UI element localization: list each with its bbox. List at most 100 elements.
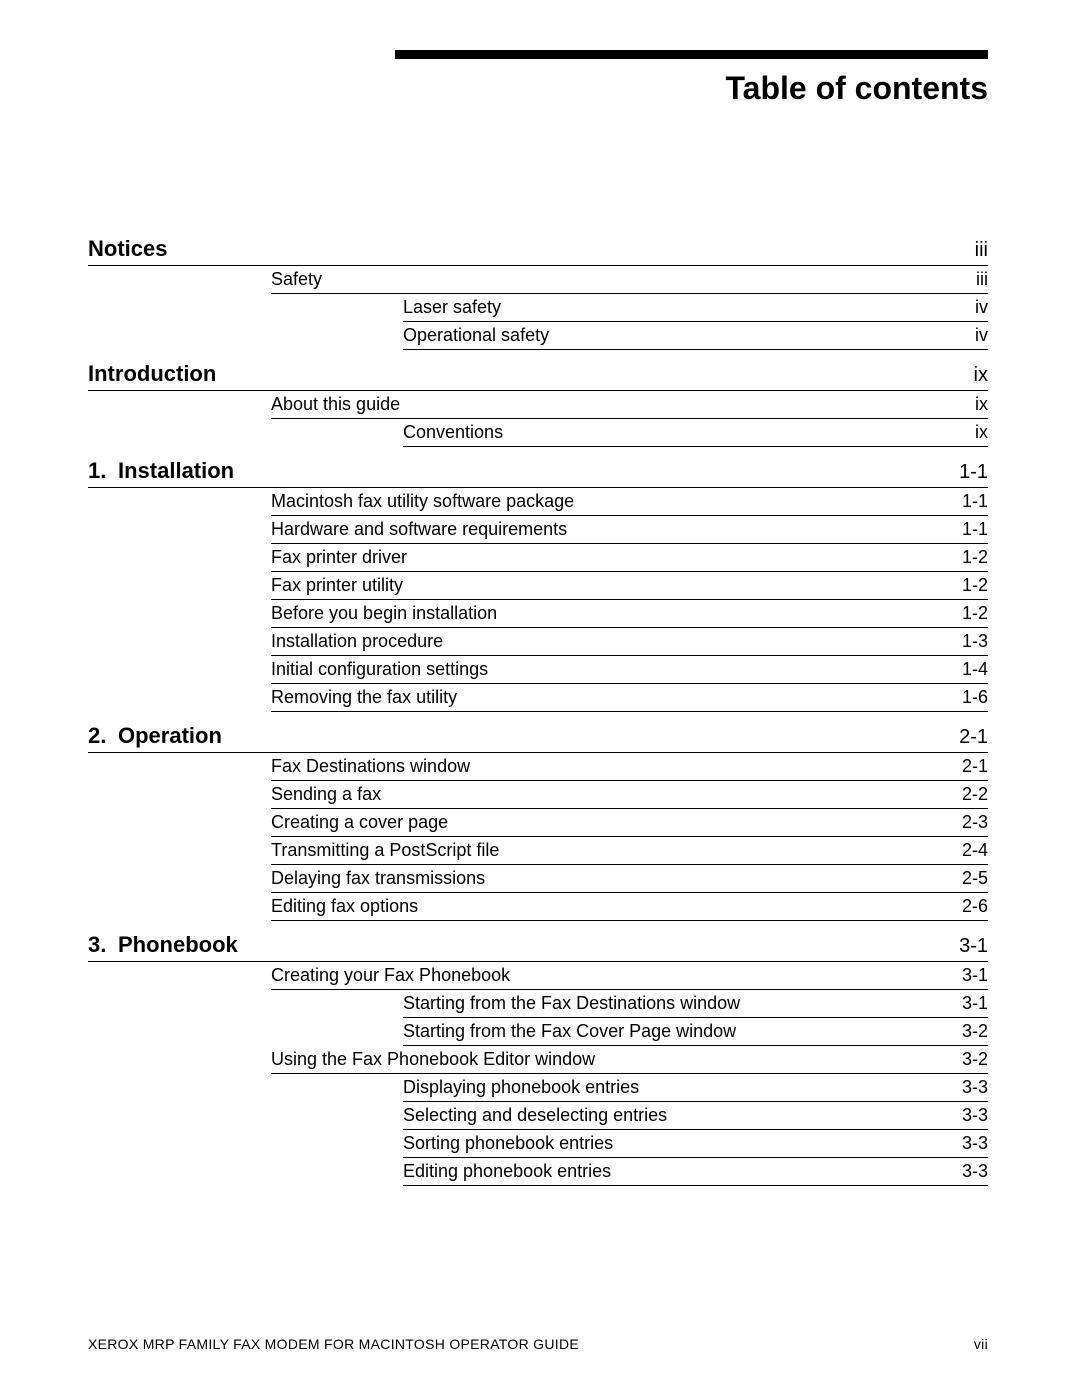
toc-row: Transmitting a PostScript file2-4 (271, 837, 988, 865)
toc-page: 2-2 (952, 784, 988, 805)
footer-left: XEROX MRP FAMILY FAX MODEM FOR MACINTOSH… (88, 1336, 579, 1352)
toc-page: 1-1 (952, 519, 988, 540)
toc-page: 2-1 (952, 756, 988, 777)
toc-row: 1.Installation1-1 (88, 455, 988, 488)
toc-num: 1. (88, 458, 118, 484)
toc-label-l2: Starting from the Fax Cover Page window (403, 1021, 952, 1042)
toc-page: iii (966, 269, 988, 290)
toc-label-l1: Using the Fax Phonebook Editor window (271, 1049, 952, 1070)
toc-row: Hardware and software requirements1-1 (271, 516, 988, 544)
toc-label-l0: 1.Installation (88, 458, 949, 484)
toc-label-l1: Delaying fax transmissions (271, 868, 952, 889)
toc-page: 1-2 (952, 547, 988, 568)
toc-label-l1: Safety (271, 269, 966, 290)
toc-label-l1: Sending a fax (271, 784, 952, 805)
toc-row: Removing the fax utility1-6 (271, 684, 988, 712)
toc-row: Fax Destinations window2-1 (271, 753, 988, 781)
toc-page: 1-3 (952, 631, 988, 652)
toc-label-l1: Fax printer driver (271, 547, 952, 568)
toc-label-l2: Operational safety (403, 325, 965, 346)
toc-row: Fax printer utility1-2 (271, 572, 988, 600)
toc-label-l1: Fax printer utility (271, 575, 952, 596)
toc-row: Displaying phonebook entries3-3 (403, 1074, 988, 1102)
toc-label-l0: Introduction (88, 361, 964, 387)
toc-label-l2: Sorting phonebook entries (403, 1133, 952, 1154)
toc-label-l2: Editing phonebook entries (403, 1161, 952, 1182)
toc-row: Sorting phonebook entries3-3 (403, 1130, 988, 1158)
toc-label-l0: Notices (88, 236, 965, 262)
toc-page: 3-1 (952, 965, 988, 986)
toc-label-l1: Installation procedure (271, 631, 952, 652)
toc-row: About this guideix (271, 391, 988, 419)
toc-page: 3-2 (952, 1021, 988, 1042)
toc-label-l1: Macintosh fax utility software package (271, 491, 952, 512)
toc-page: 1-2 (952, 603, 988, 624)
toc-row: Sending a fax2-2 (271, 781, 988, 809)
page: Table of contents NoticesiiiSafetyiiiLas… (0, 0, 1080, 1397)
footer: XEROX MRP FAMILY FAX MODEM FOR MACINTOSH… (88, 1336, 988, 1352)
toc-row: Installation procedure1-3 (271, 628, 988, 656)
toc-page: 1-4 (952, 659, 988, 680)
toc-page: ix (964, 364, 988, 387)
toc-page: ix (965, 422, 988, 443)
toc-page: 1-6 (952, 687, 988, 708)
toc-label-l2: Laser safety (403, 297, 965, 318)
toc-page: 2-5 (952, 868, 988, 889)
toc-text: Introduction (88, 361, 216, 387)
toc-page: 1-1 (949, 461, 988, 484)
toc-row: Introduction ix (88, 358, 988, 391)
toc-row: Laser safetyiv (403, 294, 988, 322)
toc-label-l2: Selecting and deselecting entries (403, 1105, 952, 1126)
toc-row: Using the Fax Phonebook Editor window3-2 (271, 1046, 988, 1074)
toc-row: Editing phonebook entries3-3 (403, 1158, 988, 1186)
toc-text: Notices (88, 236, 167, 262)
toc-label-l1: Fax Destinations window (271, 756, 952, 777)
toc-label-l1: About this guide (271, 394, 965, 415)
toc-label-l1: Creating a cover page (271, 812, 952, 833)
toc-page: 3-1 (952, 993, 988, 1014)
toc-row: Safetyiii (271, 266, 988, 294)
toc-page: 2-6 (952, 896, 988, 917)
toc-row: Conventionsix (403, 419, 988, 447)
toc-label-l1: Removing the fax utility (271, 687, 952, 708)
toc-row: Creating a cover page2-3 (271, 809, 988, 837)
toc-label-l2: Displaying phonebook entries (403, 1077, 952, 1098)
toc-page: iv (965, 325, 988, 346)
toc-page: 1-2 (952, 575, 988, 596)
toc-label-l1: Transmitting a PostScript file (271, 840, 952, 861)
toc-row: Selecting and deselecting entries3-3 (403, 1102, 988, 1130)
toc-label-l1: Initial configuration settings (271, 659, 952, 680)
toc-label-l0: 2.Operation (88, 723, 949, 749)
toc-row: Operational safetyiv (403, 322, 988, 350)
toc-row: Creating your Fax Phonebook3-1 (271, 962, 988, 990)
toc-text: Operation (118, 723, 222, 749)
toc-page: 3-1 (949, 935, 988, 958)
toc-row: Noticesiii (88, 233, 988, 266)
footer-right: vii (974, 1336, 988, 1352)
title-bar (395, 50, 988, 59)
toc-page: 2-3 (952, 812, 988, 833)
toc-page: 3-3 (952, 1077, 988, 1098)
toc-row: Macintosh fax utility software package1-… (271, 488, 988, 516)
toc-row: 3.Phonebook3-1 (88, 929, 988, 962)
toc-page: ix (965, 394, 988, 415)
toc-num: 3. (88, 932, 118, 958)
toc-page: 3-3 (952, 1105, 988, 1126)
toc-row: Editing fax options2-6 (271, 893, 988, 921)
toc-row: Initial configuration settings1-4 (271, 656, 988, 684)
toc-row: Delaying fax transmissions2-5 (271, 865, 988, 893)
toc-num: 2. (88, 723, 118, 749)
toc-page: 3-2 (952, 1049, 988, 1070)
page-title: Table of contents (725, 70, 988, 107)
toc-page: 3-3 (952, 1161, 988, 1182)
toc-text: Installation (118, 458, 234, 484)
toc-label-l1: Creating your Fax Phonebook (271, 965, 952, 986)
toc-label-l1: Editing fax options (271, 896, 952, 917)
toc-row: Starting from the Fax Cover Page window3… (403, 1018, 988, 1046)
toc-page: iv (965, 297, 988, 318)
toc-page: 2-4 (952, 840, 988, 861)
toc-row: 2.Operation2-1 (88, 720, 988, 753)
toc: NoticesiiiSafetyiiiLaser safetyivOperati… (88, 225, 988, 1186)
toc-page: 3-3 (952, 1133, 988, 1154)
toc-row: Fax printer driver1-2 (271, 544, 988, 572)
